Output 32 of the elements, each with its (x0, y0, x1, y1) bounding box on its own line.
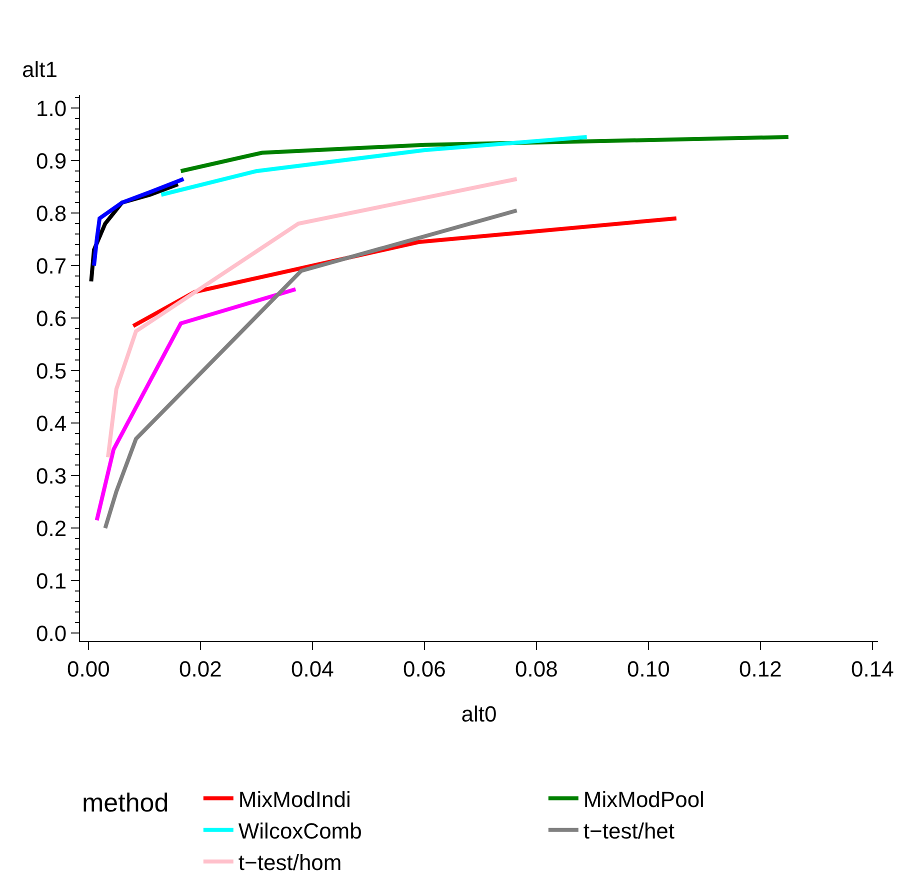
legend-label: MixModIndi (238, 786, 351, 812)
y-tick-label: 0.1 (36, 568, 67, 594)
x-tick-label: 0.14 (850, 656, 894, 682)
y-tick-label: 0.5 (36, 358, 67, 384)
y-tick-label: 0.7 (36, 253, 67, 278)
legend-label: t−test/het (583, 818, 675, 844)
legend-title: method (82, 787, 190, 818)
y-tick-label: 0.2 (36, 516, 67, 541)
x-tick-label: 0.00 (66, 656, 110, 682)
x-tick-label: 0.10 (626, 656, 670, 682)
x-tick-label: 0.12 (738, 656, 782, 682)
y-tick-label: 1.0 (36, 96, 67, 121)
x-tick-label: 0.04 (290, 656, 334, 682)
legend-label: t−test/hom (238, 850, 342, 876)
line-series (159, 135, 589, 197)
line-series (106, 177, 519, 460)
line-series (94, 287, 298, 522)
x-tick-label: 0.02 (178, 656, 222, 682)
y-tick-label: 0.9 (36, 148, 67, 174)
legend-label: MixModPool (583, 786, 704, 812)
x-tick-label: 0.08 (514, 656, 558, 682)
y-tick-label: 0.3 (36, 463, 67, 488)
line-series (103, 208, 519, 530)
y-tick-label: 0.4 (36, 410, 67, 436)
y-tick-label: 0.6 (36, 306, 67, 331)
x-tick-label: 0.06 (402, 656, 446, 682)
line-series (92, 177, 186, 268)
legend-label: WilcoxComb (238, 818, 362, 844)
y-axis-title: alt1 (22, 57, 58, 82)
x-axis-title: alt0 (461, 701, 497, 726)
y-tick-label: 0.8 (36, 200, 67, 226)
y-tick-label: 0.0 (36, 620, 67, 646)
